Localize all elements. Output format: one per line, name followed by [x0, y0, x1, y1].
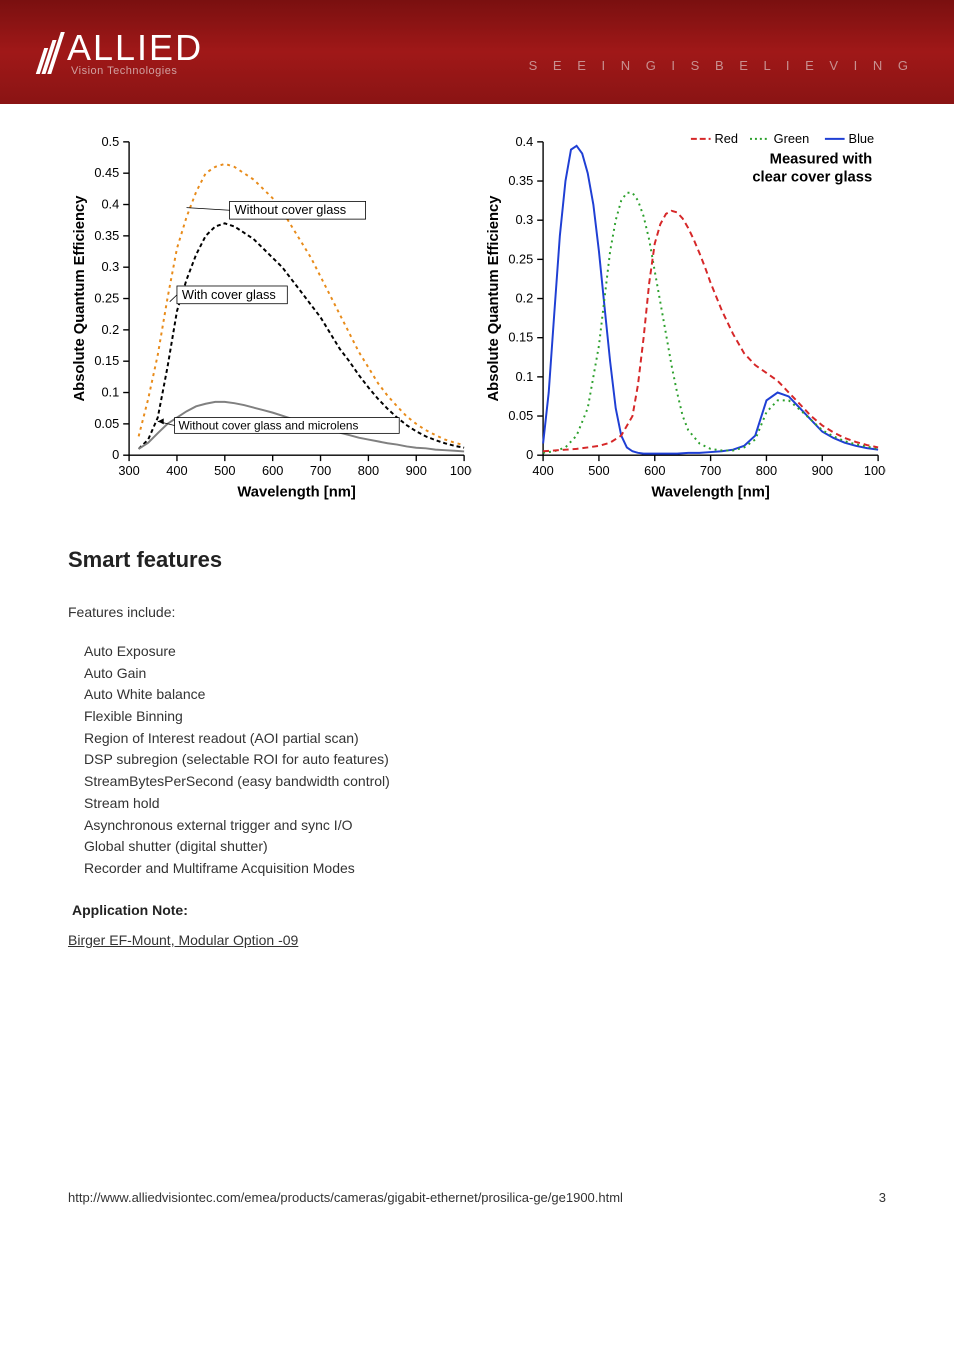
svg-text:Absolute Quantum Efficiency: Absolute Quantum Efficiency — [486, 195, 502, 402]
feature-item: StreamBytesPerSecond (easy bandwidth con… — [84, 771, 886, 793]
svg-text:0.45: 0.45 — [94, 165, 119, 180]
svg-text:0.25: 0.25 — [94, 290, 119, 305]
svg-text:Red: Red — [715, 132, 738, 146]
qe-chart-mono: 300 400 500 600 700 800 900 1000 0 0.05 0.1 0.15 0.2… — [68, 132, 472, 511]
qe-chart-color: 400 500 600 700 800 900 1000 0 0.05 0.1 0.15 0.2 0.2… — [482, 132, 886, 511]
feature-item: Auto White balance — [84, 684, 886, 706]
svg-text:Wavelength [nm]: Wavelength [nm] — [651, 485, 769, 501]
svg-text:700: 700 — [700, 463, 721, 478]
svg-text:600: 600 — [644, 463, 665, 478]
app-note-link[interactable]: Birger EF-Mount, Modular Option -09 — [68, 932, 298, 948]
header-bar: ALLIED Vision Technologies S E E I N G I… — [0, 0, 954, 104]
svg-text:0.2: 0.2 — [101, 322, 119, 337]
app-note-label: Application Note: — [72, 902, 886, 918]
svg-text:Green: Green — [774, 132, 810, 146]
logo-text: ALLIED — [67, 27, 203, 69]
chart-left-svg: 300 400 500 600 700 800 900 1000 0 0.05 0.1 0.15 0.2… — [68, 132, 472, 506]
feature-item: DSP subregion (selectable ROI for auto f… — [84, 749, 886, 771]
svg-text:0.2: 0.2 — [515, 290, 533, 305]
svg-text:0.5: 0.5 — [101, 134, 119, 149]
svg-text:900: 900 — [812, 463, 833, 478]
footer-page: 3 — [879, 1190, 886, 1205]
svg-text:Without cover glass: Without cover glass — [235, 202, 347, 217]
svg-text:0.15: 0.15 — [508, 330, 533, 345]
svg-text:500: 500 — [214, 463, 235, 478]
svg-text:0.35: 0.35 — [508, 173, 533, 188]
svg-text:Without cover glass and microl: Without cover glass and microlens — [179, 418, 359, 432]
svg-text:clear cover glass: clear cover glass — [752, 169, 872, 185]
feature-item: Global shutter (digital shutter) — [84, 836, 886, 858]
logo-stripes-icon — [40, 30, 61, 74]
feature-item: Asynchronous external trigger and sync I… — [84, 815, 886, 837]
logo: ALLIED Vision Technologies — [40, 27, 203, 77]
svg-text:With cover glass: With cover glass — [182, 287, 276, 302]
svg-text:0.1: 0.1 — [101, 384, 119, 399]
svg-text:Measured with: Measured with — [770, 152, 873, 168]
svg-text:400: 400 — [166, 463, 187, 478]
section-title: Smart features — [68, 547, 886, 573]
feature-item: Auto Gain — [84, 663, 886, 685]
feature-item: Region of Interest readout (AOI partial … — [84, 728, 886, 750]
feature-item: Auto Exposure — [84, 641, 886, 663]
svg-text:0.3: 0.3 — [515, 212, 533, 227]
svg-text:0.4: 0.4 — [515, 134, 533, 149]
svg-text:Wavelength [nm]: Wavelength [nm] — [237, 485, 355, 501]
feature-item: Flexible Binning — [84, 706, 886, 728]
charts-row: 300 400 500 600 700 800 900 1000 0 0.05 0.1 0.15 0.2… — [68, 132, 886, 511]
features-intro: Features include: — [68, 603, 886, 623]
svg-text:0.1: 0.1 — [515, 369, 533, 384]
svg-text:0.05: 0.05 — [508, 408, 533, 423]
svg-text:300: 300 — [118, 463, 139, 478]
svg-text:0.35: 0.35 — [94, 228, 119, 243]
svg-text:Absolute Quantum Efficiency: Absolute Quantum Efficiency — [72, 195, 88, 402]
footer-url: http://www.alliedvisiontec.com/emea/prod… — [68, 1190, 623, 1205]
svg-text:0.4: 0.4 — [101, 196, 119, 211]
svg-text:700: 700 — [310, 463, 331, 478]
svg-text:1000: 1000 — [864, 463, 886, 478]
svg-text:0.15: 0.15 — [94, 353, 119, 368]
feature-list: Auto ExposureAuto GainAuto White balance… — [84, 641, 886, 880]
svg-text:800: 800 — [756, 463, 777, 478]
svg-text:0: 0 — [112, 447, 119, 462]
svg-text:900: 900 — [406, 463, 427, 478]
feature-item: Recorder and Multiframe Acquisition Mode… — [84, 858, 886, 880]
svg-text:0.25: 0.25 — [508, 251, 533, 266]
svg-text:0: 0 — [526, 447, 533, 462]
svg-text:0.05: 0.05 — [94, 416, 119, 431]
svg-text:Blue: Blue — [849, 132, 875, 146]
chart-right-svg: 400 500 600 700 800 900 1000 0 0.05 0.1 0.15 0.2 0.2… — [482, 132, 886, 506]
tagline: S E E I N G I S B E L I E V I N G — [529, 58, 914, 73]
svg-text:1000: 1000 — [450, 463, 472, 478]
svg-text:400: 400 — [532, 463, 553, 478]
feature-item: Stream hold — [84, 793, 886, 815]
svg-text:0.3: 0.3 — [101, 259, 119, 274]
svg-text:800: 800 — [358, 463, 379, 478]
svg-text:600: 600 — [262, 463, 283, 478]
footer: http://www.alliedvisiontec.com/emea/prod… — [0, 1190, 954, 1205]
svg-text:500: 500 — [588, 463, 609, 478]
